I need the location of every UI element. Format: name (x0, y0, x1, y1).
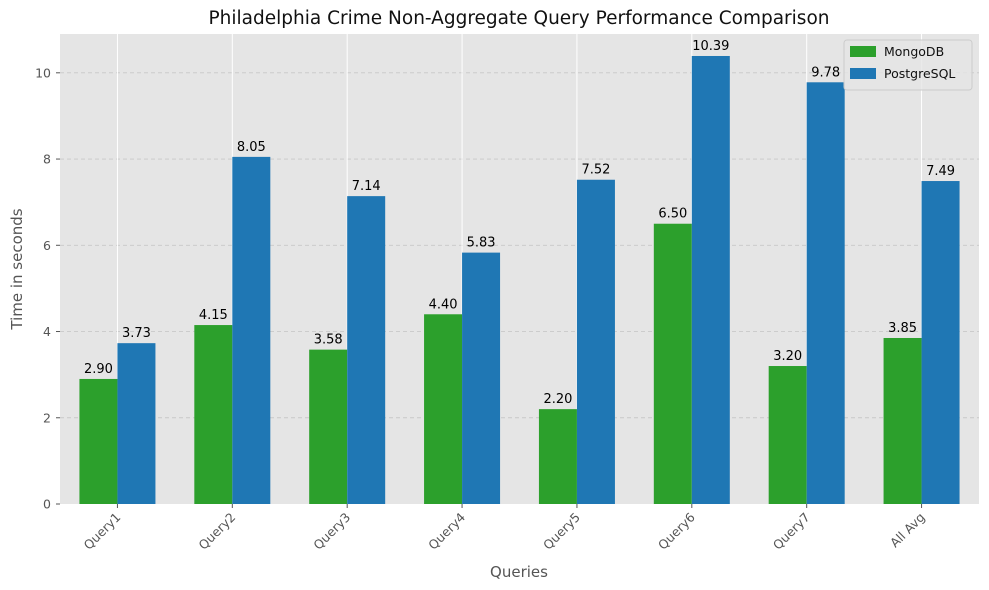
x-tick-label: Query4 (425, 509, 468, 552)
legend-swatch-mongodb (850, 46, 876, 57)
x-tick-label: Query6 (655, 509, 698, 552)
bar-mongodb (79, 378, 118, 504)
bar-postgresql (806, 82, 845, 504)
data-label: 6.50 (658, 207, 687, 222)
data-label: 2.90 (84, 362, 113, 377)
y-tick-label: 10 (35, 65, 51, 80)
data-label: 2.20 (543, 392, 572, 407)
data-label: 7.14 (352, 179, 381, 194)
x-axis-ticks: Query1 Query2 Query3 Query4 Query5 Query6 Quer… (80, 504, 928, 553)
x-tick-label: Query7 (770, 510, 813, 553)
bar-postgresql (462, 252, 501, 504)
data-label: 4.40 (429, 297, 458, 312)
y-axis-ticks: 0 2 4 6 8 10 (35, 65, 60, 512)
y-tick-label: 2 (43, 410, 51, 425)
y-tick-label: 6 (43, 238, 51, 253)
data-label: 7.52 (581, 163, 610, 178)
data-label: 7.49 (926, 164, 955, 179)
data-label: 8.05 (237, 140, 266, 155)
bar-postgresql (117, 343, 156, 504)
bar-postgresql (232, 156, 271, 505)
data-label: 9.78 (811, 65, 840, 80)
data-label: 3.58 (314, 333, 343, 348)
bar-postgresql (691, 55, 730, 505)
bar-mongodb (538, 409, 577, 504)
data-label: 4.15 (199, 308, 228, 323)
data-label: 3.20 (773, 349, 802, 364)
x-tick-label: Query5 (540, 510, 583, 553)
data-label: 3.73 (122, 326, 151, 341)
bar-postgresql (347, 196, 386, 505)
bar-mongodb (883, 337, 922, 504)
bar-mongodb (194, 325, 233, 504)
bar-mongodb (424, 314, 463, 504)
y-tick-label: 0 (43, 497, 51, 512)
bar-mongodb (768, 366, 807, 504)
bar-mongodb (309, 349, 348, 504)
bars (79, 55, 960, 505)
x-tick-label: All Avg (887, 510, 928, 551)
legend-swatch-postgresql (850, 68, 876, 79)
data-label: 5.83 (467, 236, 496, 251)
x-axis-label: Queries (490, 563, 548, 581)
x-tick-label: Query3 (310, 510, 353, 553)
y-tick-label: 4 (43, 324, 51, 339)
y-axis-label: Time in seconds (8, 208, 26, 330)
x-tick-label: Query1 (80, 510, 123, 553)
data-label: 10.39 (692, 39, 729, 54)
bar-mongodb (653, 223, 692, 504)
chart-title: Philadelphia Crime Non-Aggregate Query P… (209, 8, 830, 29)
y-tick-label: 8 (43, 152, 51, 167)
data-label: 3.85 (888, 321, 917, 336)
legend: MongoDB PostgreSQL (843, 39, 973, 91)
x-tick-label: Query2 (195, 510, 238, 553)
bar-postgresql (576, 179, 615, 505)
legend-label-postgresql: PostgreSQL (884, 66, 955, 81)
data-labels: 2.90 4.15 3.58 4.40 2.20 6.50 3.20 3.85 3.73 8.05… (84, 39, 955, 407)
legend-label-mongodb: MongoDB (884, 44, 944, 59)
bar-postgresql (921, 181, 960, 505)
